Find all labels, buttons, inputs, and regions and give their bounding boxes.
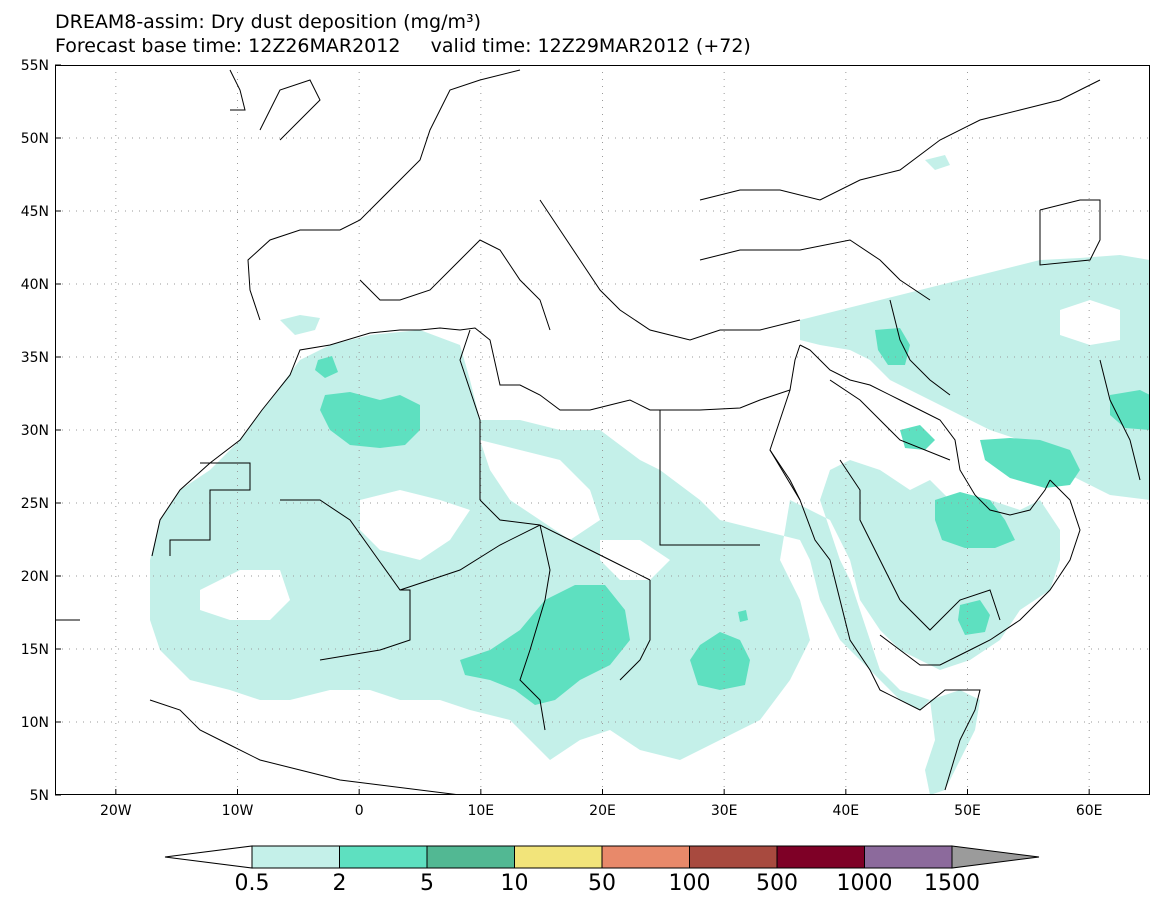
colorbar-swatch: [514, 845, 603, 869]
lat-tick-label: 30N: [21, 423, 49, 439]
colorbar-swatch: [864, 845, 953, 869]
lat-tick-label: 10N: [21, 715, 49, 731]
lon-tick-label: 10E: [467, 803, 494, 819]
lat-tick-label: 50N: [21, 131, 49, 147]
coastlines-borders: [55, 69, 1141, 795]
colorbar-label: 10: [501, 871, 529, 896]
deposition-field-medium: [315, 328, 1150, 705]
lat-tick-label: 5N: [30, 788, 49, 804]
lon-tick-label: 30E: [711, 803, 738, 819]
colorbar-swatch: [251, 845, 340, 869]
graticule: [55, 65, 1150, 795]
colorbar-swatch: [426, 845, 515, 869]
colorbar: 0.5 2 5 10 50 100 500 1000 1500: [164, 845, 1040, 896]
lon-tick-label: 40E: [832, 803, 859, 819]
deposition-field-gaps: [200, 300, 1120, 620]
lat-tick-label: 20N: [21, 569, 49, 585]
lon-tick-label: 20W: [100, 803, 132, 819]
colorbar-swatch: [776, 845, 865, 869]
lat-tick-label: 55N: [21, 58, 49, 74]
lon-tick-label: 20E: [589, 803, 616, 819]
colorbar-label: 500: [756, 871, 798, 896]
lat-tick-label: 40N: [21, 277, 49, 293]
colorbar-swatch: [601, 845, 690, 869]
colorbar-swatch: [689, 845, 778, 869]
lat-tick-label: 15N: [21, 642, 49, 658]
colorbar-swatch: [339, 845, 428, 869]
colorbar-under-triangle: [164, 845, 253, 869]
latitude-labels: 55N 50N 45N 40N 35N 30N 25N 20N 15N 10N 5N: [21, 58, 61, 804]
map-title-line2: Forecast base time: 12Z26MAR2012 valid t…: [55, 35, 751, 57]
lat-tick-label: 45N: [21, 204, 49, 220]
lon-tick-label: 60E: [1076, 803, 1103, 819]
colorbar-label: 5: [420, 871, 434, 896]
colorbar-label: 1500: [924, 871, 980, 896]
colorbar-label: 100: [669, 871, 711, 896]
lat-tick-label: 25N: [21, 496, 49, 512]
map-title-line1: DREAM8-assim: Dry dust deposition (mg/m³…: [55, 11, 482, 33]
lat-tick-label: 35N: [21, 350, 49, 366]
lon-tick-label: 10W: [222, 803, 254, 819]
colorbar-label: 1000: [837, 871, 893, 896]
map-plot-area: [55, 65, 1150, 795]
lon-tick-label: 50E: [954, 803, 981, 819]
colorbar-label: 2: [333, 871, 347, 896]
longitude-labels: 20W 10W 0 10E 20E 30E 40E 50E 60E: [100, 789, 1103, 819]
colorbar-over-triangle: [951, 845, 1040, 869]
colorbar-label: 0.5: [235, 871, 270, 896]
lon-tick-label: 0: [355, 803, 364, 819]
colorbar-label: 50: [588, 871, 616, 896]
